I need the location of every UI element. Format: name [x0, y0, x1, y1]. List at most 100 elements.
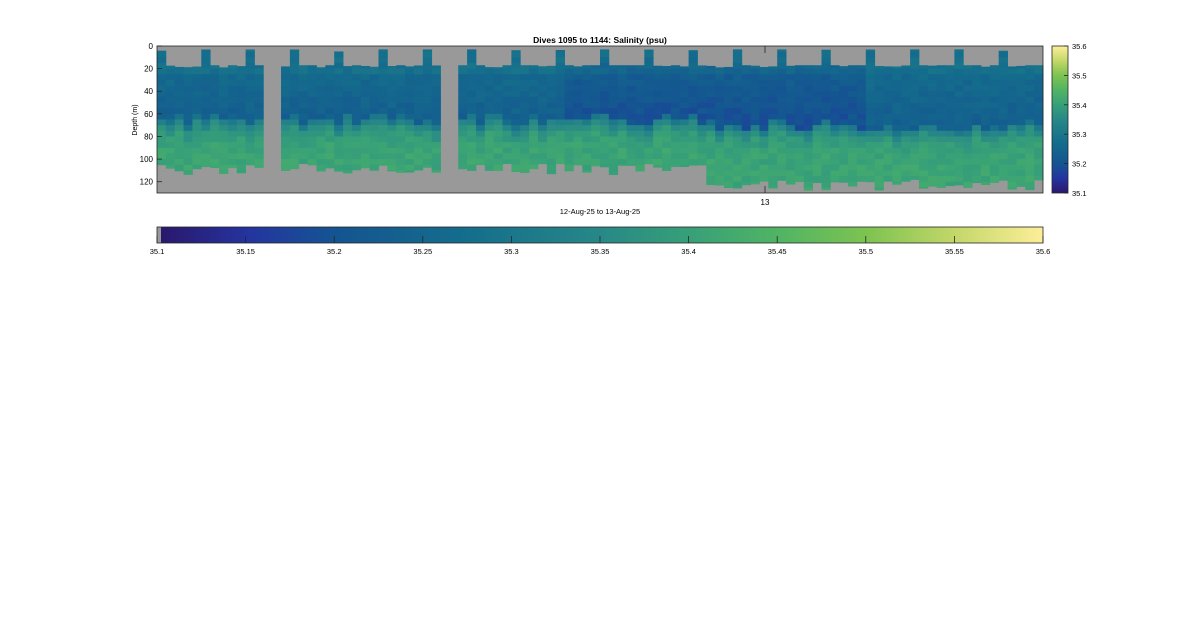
- salinity-cell: [467, 142, 477, 149]
- salinity-cell: [874, 85, 884, 92]
- salinity-cell: [475, 91, 486, 98]
- salinity-cell: [688, 79, 698, 86]
- salinity-cell: [227, 147, 238, 154]
- salinity-cell: [741, 68, 752, 75]
- salinity-cell: [865, 164, 876, 171]
- salinity-cell: [759, 102, 769, 109]
- salinity-cell: [892, 153, 902, 160]
- salinity-cell: [750, 130, 760, 137]
- salinity-cell: [343, 159, 353, 166]
- salinity-cell: [998, 119, 1008, 126]
- salinity-cell: [369, 74, 379, 81]
- salinity-cell: [422, 96, 433, 103]
- salinity-cell: [484, 147, 495, 154]
- salinity-cell: [786, 142, 796, 149]
- salinity-cell: [537, 102, 548, 109]
- salinity-cell: [910, 147, 920, 154]
- salinity-cell: [555, 136, 565, 143]
- salinity-cell: [812, 91, 822, 98]
- salinity-cell: [192, 102, 202, 109]
- salinity-cell: [697, 159, 707, 166]
- salinity-cell: [1034, 65, 1044, 69]
- salinity-cell: [839, 108, 849, 115]
- salinity-cell: [511, 51, 521, 58]
- salinity-cell: [954, 51, 964, 58]
- salinity-cell: [945, 164, 955, 171]
- salinity-cell: [546, 159, 557, 166]
- salinity-cell: [573, 79, 583, 86]
- salinity-cell: [174, 130, 184, 137]
- salinity-cell: [759, 85, 769, 92]
- salinity-cell: [1025, 142, 1035, 149]
- salinity-cell: [343, 79, 353, 86]
- salinity-cell: [741, 153, 752, 160]
- salinity-cell: [724, 96, 734, 103]
- salinity-cell: [458, 159, 468, 166]
- salinity-cell: [697, 65, 707, 69]
- salinity-cell: [794, 102, 805, 109]
- salinity-cell: [307, 136, 317, 143]
- salinity-cell: [573, 159, 583, 166]
- salinity-cell: [812, 170, 822, 177]
- salinity-cell: [635, 108, 645, 115]
- salinity-cell: [874, 102, 884, 109]
- salinity-cell: [343, 142, 353, 149]
- salinity-cell: [927, 181, 938, 187]
- salinity-cell: [803, 147, 814, 154]
- salinity-cell: [334, 96, 344, 103]
- salinity-cell: [431, 74, 441, 81]
- salinity-cell: [963, 142, 973, 149]
- salinity-cell: [821, 181, 831, 188]
- salinity-cell: [741, 91, 752, 98]
- salinity-cell: [732, 176, 743, 182]
- salinity-cell: [786, 159, 796, 166]
- salinity-cell: [706, 68, 716, 75]
- salinity-cell: [954, 142, 964, 149]
- salinity-cell: [422, 57, 433, 64]
- salinity-cell: [927, 130, 938, 137]
- salinity-cell: [325, 68, 335, 75]
- salinity-cell: [954, 159, 964, 166]
- salinity-cell: [546, 153, 557, 160]
- salinity-cell: [422, 136, 433, 143]
- salinity-cell: [493, 79, 503, 86]
- salinity-cell: [582, 170, 592, 173]
- salinity-cell: [883, 170, 893, 177]
- salinity-cell: [954, 57, 964, 64]
- salinity-cell: [786, 164, 796, 171]
- salinity-cell: [413, 153, 424, 160]
- salinity-cell: [537, 96, 548, 103]
- salinity-cell: [856, 96, 867, 103]
- salinity-cell: [555, 91, 565, 98]
- salinity-cell: [174, 142, 184, 149]
- salinity-cell: [892, 74, 902, 81]
- salinity-cell: [830, 136, 840, 143]
- salinity-cell: [227, 125, 238, 132]
- salinity-cell: [617, 164, 627, 166]
- salinity-cell: [484, 96, 495, 103]
- salinity-cell: [865, 68, 876, 75]
- salinity-cell: [963, 102, 973, 109]
- salinity-cell: [1034, 113, 1044, 120]
- salinity-cell: [413, 113, 424, 120]
- colorbar-h-tick-label: 35.25: [413, 247, 432, 256]
- salinity-cell: [254, 142, 264, 149]
- salinity-cell: [883, 125, 893, 132]
- salinity-cell: [617, 79, 627, 86]
- salinity-cell: [608, 96, 619, 103]
- salinity-cell: [591, 65, 601, 69]
- salinity-cell: [777, 113, 787, 120]
- salinity-cell: [927, 119, 938, 126]
- salinity-cell: [918, 142, 929, 149]
- salinity-cell: [378, 74, 388, 81]
- salinity-cell: [910, 57, 920, 64]
- salinity-cell: [644, 147, 654, 154]
- salinity-cell: [493, 85, 503, 92]
- salinity-cell: [591, 142, 601, 149]
- salinity-cell: [591, 74, 601, 81]
- salinity-cell: [679, 113, 689, 120]
- salinity-cell: [830, 130, 840, 137]
- salinity-cell: [608, 153, 619, 160]
- salinity-cell: [839, 159, 849, 166]
- salinity-cell: [396, 91, 406, 98]
